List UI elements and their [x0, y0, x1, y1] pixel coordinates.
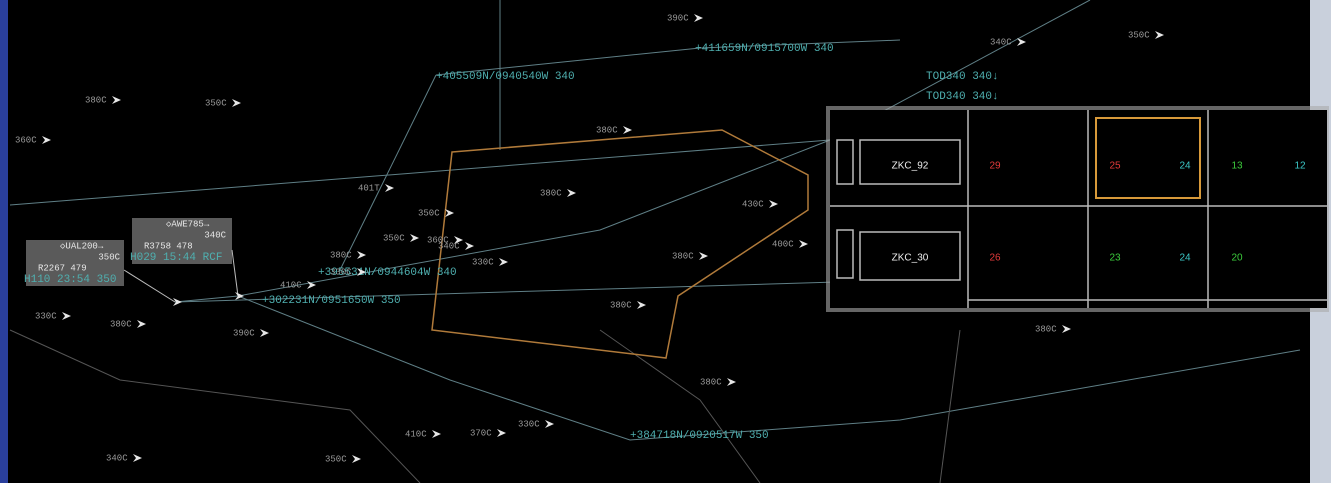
sector-table: ZKC_92 29 25 24 13 12 ZKC_30 26 23 24 20 — [826, 106, 1329, 312]
altitude-tag: 340C — [990, 37, 1012, 47]
altitude-tag: 380C — [85, 95, 107, 105]
altitude-tag: 380C — [610, 300, 632, 310]
route-info: R3758 478 — [144, 241, 193, 251]
altitude-tag: 380C — [110, 319, 132, 329]
altitude-tag: 380C — [596, 125, 618, 135]
altitude-tag: 380C — [700, 377, 722, 387]
count-cell: 24 — [1179, 253, 1191, 264]
count-cell: 13 — [1231, 161, 1243, 172]
count-cell: 20 — [1231, 253, 1243, 264]
altitude-tag: 380C — [1035, 324, 1057, 334]
altitude-tag: 380C — [330, 250, 352, 260]
fix-label: +411659N/0915700W 340 — [695, 43, 834, 55]
altitude-tag: 380C — [672, 251, 694, 261]
altitude-tag: 430C — [742, 199, 764, 209]
altitude-tag: 390C — [233, 328, 255, 338]
altitude-tag: 360C — [15, 135, 37, 145]
sector-name: ZKC_30 — [892, 253, 929, 264]
callsign: ◇UAL200→ — [60, 241, 104, 251]
altitude-tag: 390C — [667, 13, 689, 23]
altitude-tag: 350C — [325, 454, 347, 464]
altitude-tag: 410C — [405, 429, 427, 439]
altitude-tag: 330C — [472, 257, 494, 267]
altitude-tag: 330C — [35, 311, 57, 321]
altitude: 350C — [98, 252, 120, 262]
altitude-tag: 340C — [106, 453, 128, 463]
altitude-tag: 380C — [540, 188, 562, 198]
altitude-tag: 350C — [383, 233, 405, 243]
route-info: R2267 479 — [38, 263, 87, 273]
altitude-tag: 410C — [280, 280, 302, 290]
altitude-tag: 330C — [518, 419, 540, 429]
altitude-tag: 401T — [358, 183, 380, 193]
altitude-tag: 350C — [205, 98, 227, 108]
count-cell: 25 — [1109, 161, 1121, 172]
left-border — [0, 0, 8, 483]
count-cell: 23 — [1109, 253, 1121, 264]
fix-label: +384718N/0920517W 350 — [630, 430, 769, 442]
count-cell: 12 — [1294, 161, 1306, 172]
count-cell: 29 — [989, 161, 1001, 172]
time-info: H110 23:54 350 — [24, 274, 116, 286]
callsign: ◇AWE785→ — [166, 219, 210, 229]
altitude-tag: 330C — [330, 267, 352, 277]
altitude-tag: 350C — [418, 208, 440, 218]
fix-label: +405509N/0940540W 340 — [436, 71, 575, 83]
altitude-tag: 400C — [772, 239, 794, 249]
count-cell: 26 — [989, 253, 1001, 264]
tod-label: TOD340 340↓ — [926, 71, 999, 83]
sector-name: ZKC_92 — [892, 161, 929, 172]
altitude-tag: 370C — [470, 428, 492, 438]
count-cell: 24 — [1179, 161, 1191, 172]
fix-label: +302231N/0951650W 350 — [262, 295, 401, 307]
tod-label: TOD340 340↓ — [926, 91, 999, 103]
radar-display: +411659N/0915700W 340 +405509N/0940540W 3… — [0, 0, 1331, 483]
altitude: 340C — [204, 230, 226, 240]
altitude-tag: 340C — [438, 241, 460, 251]
time-info: H029 15:44 RCF — [130, 252, 222, 264]
altitude-tag: 350C — [1128, 30, 1150, 40]
